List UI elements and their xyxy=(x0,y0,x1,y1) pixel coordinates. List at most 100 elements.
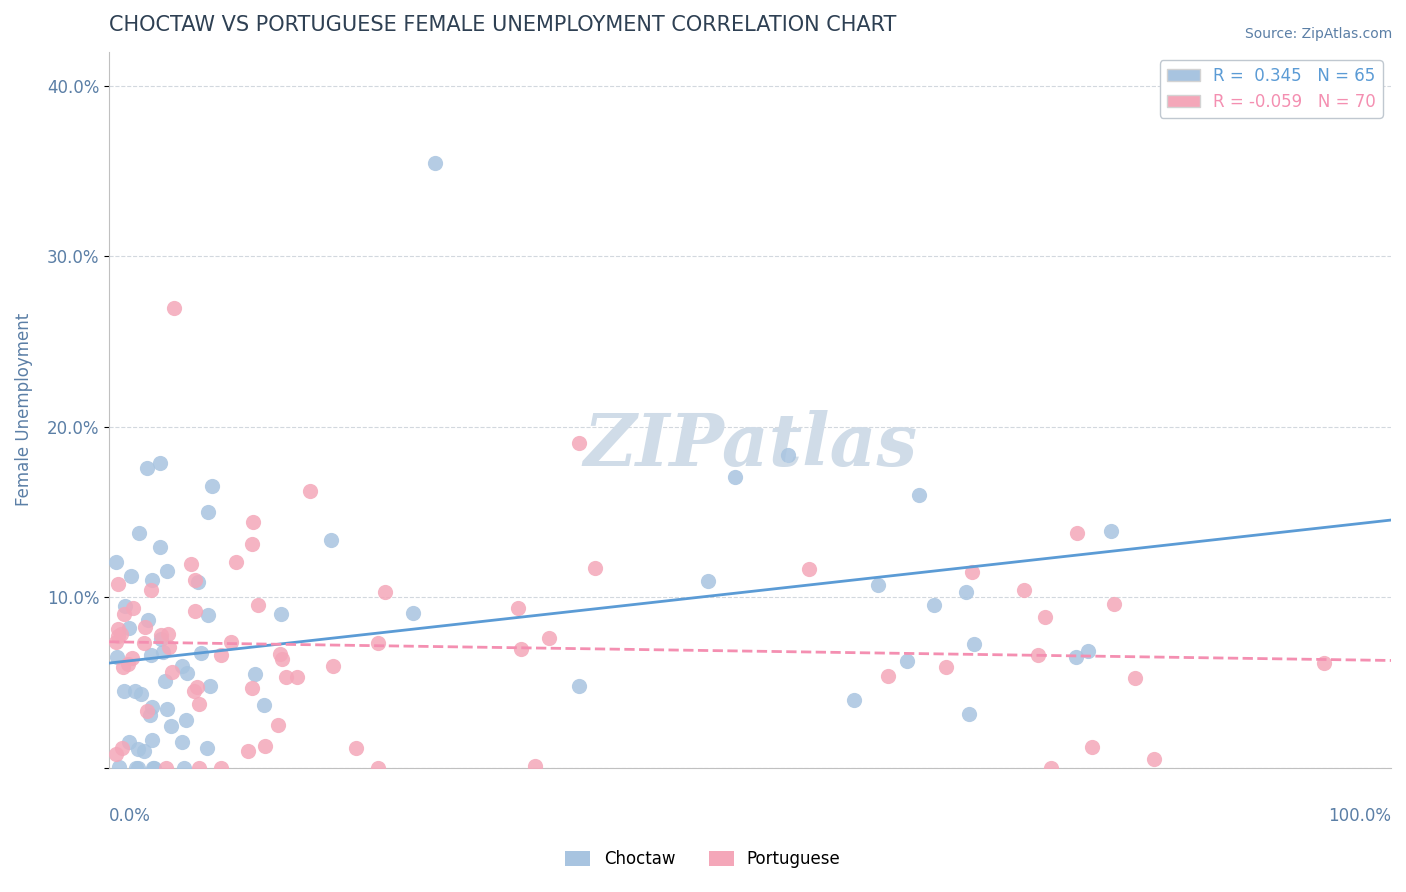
Point xyxy=(120,569,142,583)
Point xyxy=(583,560,606,574)
Point xyxy=(180,557,202,571)
Point xyxy=(127,761,149,775)
Text: 100.0%: 100.0% xyxy=(1329,807,1391,825)
Point xyxy=(908,488,931,502)
Point xyxy=(176,665,198,680)
Point xyxy=(117,657,139,672)
Point xyxy=(1064,650,1087,665)
Point xyxy=(187,574,209,589)
Point xyxy=(509,641,531,656)
Point xyxy=(374,585,396,599)
Point xyxy=(270,607,292,621)
Point xyxy=(156,564,179,578)
Point xyxy=(955,585,977,599)
Point xyxy=(173,761,195,775)
Point xyxy=(170,735,193,749)
Point xyxy=(423,155,446,169)
Point xyxy=(1026,648,1049,663)
Point xyxy=(160,665,183,679)
Point xyxy=(157,626,180,640)
Point xyxy=(246,599,269,613)
Point xyxy=(134,620,156,634)
Point xyxy=(1066,525,1088,540)
Legend: R =  0.345   N = 65, R = -0.059   N = 70: R = 0.345 N = 65, R = -0.059 N = 70 xyxy=(1160,60,1382,118)
Point xyxy=(1102,597,1125,611)
Text: Source: ZipAtlas.com: Source: ZipAtlas.com xyxy=(1244,27,1392,41)
Point xyxy=(118,735,141,749)
Point xyxy=(957,707,980,722)
Point xyxy=(1099,524,1122,538)
Point xyxy=(240,681,263,695)
Point xyxy=(112,683,135,698)
Point xyxy=(1077,644,1099,658)
Point xyxy=(107,760,129,774)
Point xyxy=(132,636,155,650)
Point xyxy=(142,761,165,775)
Point xyxy=(128,526,150,541)
Point xyxy=(155,761,177,775)
Point xyxy=(1080,739,1102,754)
Point xyxy=(538,631,561,645)
Point xyxy=(125,761,148,775)
Point xyxy=(104,635,127,649)
Point xyxy=(1033,609,1056,624)
Point xyxy=(155,674,177,689)
Point xyxy=(799,561,821,575)
Point xyxy=(367,636,389,650)
Point xyxy=(236,744,259,758)
Point xyxy=(1312,656,1334,670)
Point xyxy=(198,679,221,693)
Point xyxy=(107,577,129,591)
Point xyxy=(112,607,135,622)
Point xyxy=(960,566,983,580)
Point xyxy=(190,646,212,660)
Point xyxy=(159,719,181,733)
Point xyxy=(141,573,163,587)
Point xyxy=(1123,671,1146,685)
Point xyxy=(139,707,162,722)
Point xyxy=(271,652,294,666)
Point xyxy=(253,698,276,712)
Point xyxy=(131,687,153,701)
Point xyxy=(105,649,128,664)
Point xyxy=(697,574,720,588)
Point xyxy=(344,740,367,755)
Point xyxy=(174,713,197,727)
Point xyxy=(402,607,425,621)
Point xyxy=(842,693,865,707)
Point xyxy=(152,645,174,659)
Point xyxy=(121,651,143,665)
Point xyxy=(141,700,163,714)
Point xyxy=(184,573,207,587)
Point xyxy=(127,741,149,756)
Point xyxy=(183,683,205,698)
Point xyxy=(150,632,173,647)
Point xyxy=(776,449,799,463)
Point xyxy=(107,630,129,644)
Point xyxy=(149,456,172,470)
Text: ZIPatlas: ZIPatlas xyxy=(583,410,917,481)
Point xyxy=(568,680,591,694)
Point xyxy=(111,741,134,756)
Point xyxy=(209,648,232,662)
Point xyxy=(107,622,129,636)
Point xyxy=(195,740,218,755)
Point xyxy=(141,583,163,598)
Point xyxy=(132,744,155,758)
Point xyxy=(197,505,219,519)
Point xyxy=(186,680,208,694)
Point xyxy=(242,515,264,529)
Point xyxy=(963,637,986,651)
Point xyxy=(110,626,132,640)
Point xyxy=(118,621,141,635)
Point xyxy=(135,705,157,719)
Point xyxy=(274,670,297,684)
Point xyxy=(156,702,179,716)
Point xyxy=(240,536,263,550)
Point xyxy=(183,604,205,618)
Point xyxy=(724,469,747,483)
Point xyxy=(142,761,165,775)
Legend: Choctaw, Portuguese: Choctaw, Portuguese xyxy=(558,844,848,875)
Point xyxy=(104,556,127,570)
Point xyxy=(225,555,247,569)
